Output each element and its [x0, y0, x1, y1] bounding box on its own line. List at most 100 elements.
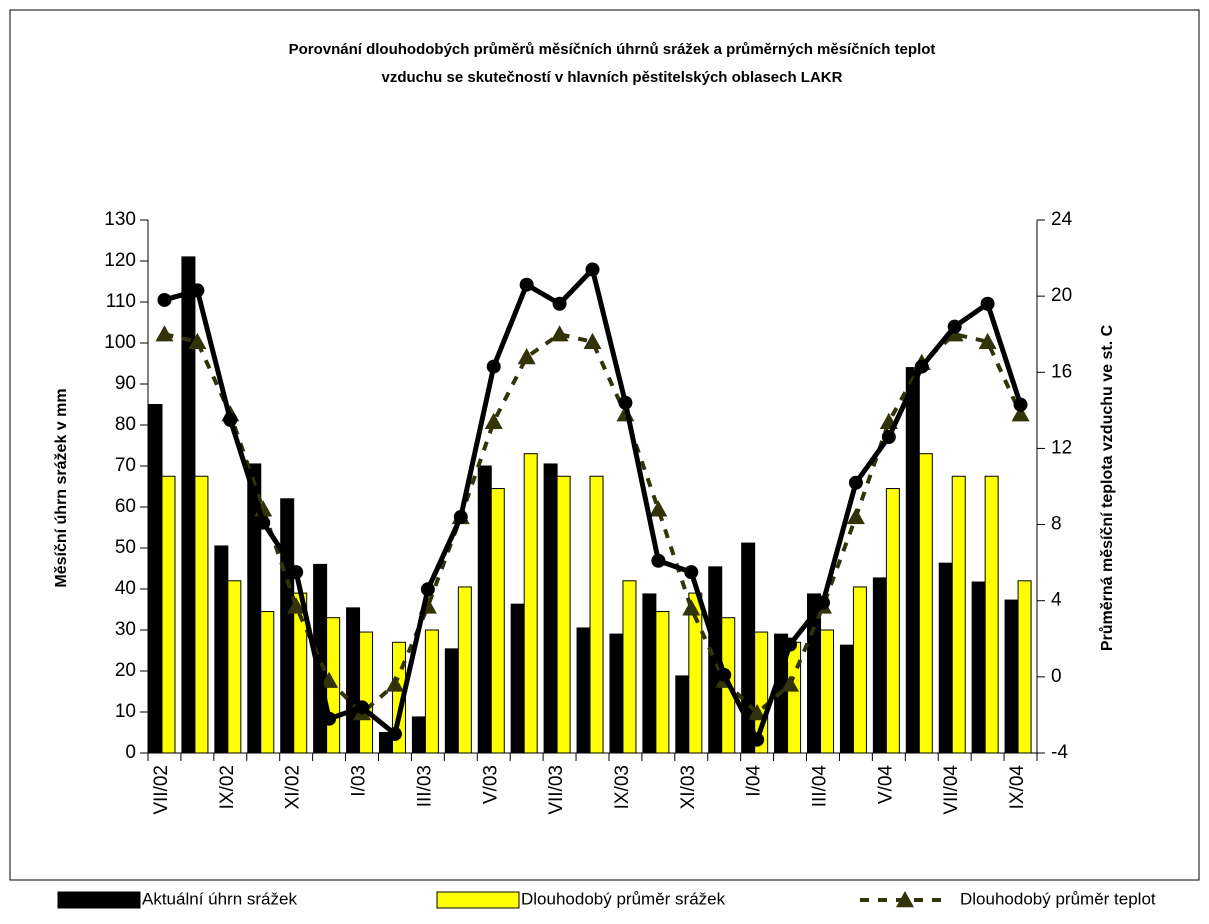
y-tick-label: 60	[115, 496, 136, 517]
bar	[609, 633, 624, 754]
y2-tick-label: 0	[1051, 666, 1062, 687]
y2-tick-label: 20	[1051, 285, 1072, 306]
x-tick-label: IX/04	[1007, 765, 1028, 810]
point	[881, 430, 896, 445]
legend-swatch	[436, 891, 520, 909]
bar	[148, 404, 163, 754]
bar	[951, 475, 966, 754]
legend-label: Dlouhodobý průměr srážek	[521, 889, 726, 908]
legend-marker	[896, 891, 914, 908]
x-tick-label: XI/03	[678, 765, 699, 809]
bar	[622, 580, 637, 754]
point	[947, 319, 962, 334]
point	[649, 500, 668, 517]
point	[980, 296, 995, 311]
bar	[346, 607, 361, 754]
x-tick-label: I/03	[349, 765, 370, 797]
bar	[556, 475, 571, 754]
y-tick-label: 0	[125, 742, 136, 763]
bar	[490, 488, 505, 754]
legend-label: Dlouhodobý průměr teplot	[960, 889, 1156, 908]
y-tick-label: 80	[115, 414, 136, 435]
x-tick-label: IX/03	[612, 765, 633, 809]
point	[385, 675, 404, 692]
point	[914, 359, 929, 374]
x-tick-label: V/03	[480, 765, 501, 804]
point	[289, 565, 304, 580]
bar	[1004, 599, 1019, 754]
bar	[1017, 580, 1032, 754]
point	[453, 509, 468, 524]
y2-tick-label: 16	[1051, 361, 1072, 382]
point	[320, 671, 339, 688]
bar	[280, 498, 295, 754]
bar	[852, 586, 867, 754]
point	[420, 582, 435, 597]
point	[322, 711, 337, 726]
bar	[820, 629, 835, 754]
bar	[194, 475, 209, 754]
point	[585, 262, 600, 277]
y-tick-label: 30	[115, 619, 136, 640]
point	[783, 637, 798, 652]
bar	[787, 641, 802, 754]
bar	[214, 545, 229, 754]
bar	[905, 367, 920, 754]
y2-tick-label: 4	[1051, 590, 1062, 611]
point	[484, 412, 503, 429]
y-tick-label: 10	[115, 701, 136, 722]
bar	[181, 256, 196, 754]
bar	[872, 577, 887, 754]
bar	[359, 631, 374, 754]
bar	[642, 593, 657, 754]
y2-tick-label: 12	[1051, 437, 1072, 458]
bar	[227, 580, 242, 754]
x-tick-label: III/03	[414, 765, 435, 807]
point	[682, 599, 701, 616]
y2-tick-label: 8	[1051, 514, 1062, 535]
bar	[984, 475, 999, 754]
bar	[938, 562, 953, 754]
point	[287, 597, 306, 614]
y-tick-label: 90	[115, 373, 136, 394]
bar	[971, 581, 986, 754]
point	[486, 359, 501, 374]
point	[355, 700, 370, 715]
point	[978, 332, 997, 350]
point	[157, 292, 172, 307]
point	[256, 515, 271, 530]
point	[1013, 397, 1028, 412]
x-tick-label: XI/02	[283, 765, 304, 809]
legend-swatch	[57, 891, 141, 909]
bar	[510, 603, 525, 754]
y-tick-label: 130	[104, 209, 136, 230]
legend-label: Aktuální úhrn srážek	[142, 889, 297, 908]
y-tick-label: 40	[115, 578, 136, 599]
point	[781, 675, 800, 692]
chart-title: vzduchu se skutečností v hlavních pěstit…	[382, 69, 843, 86]
bar	[839, 644, 854, 754]
y-axis-label: Měsíční úhrn srážek v mm	[53, 388, 70, 587]
bar	[655, 611, 670, 754]
bar	[411, 716, 426, 754]
bar	[161, 475, 176, 754]
bar	[589, 475, 604, 754]
point	[188, 332, 207, 350]
point	[583, 332, 602, 350]
x-tick-label: V/04	[875, 765, 896, 805]
x-tick-label: III/04	[810, 765, 831, 808]
x-tick-label: VII/02	[151, 765, 172, 815]
bar	[543, 463, 558, 754]
y-tick-label: 20	[115, 660, 136, 681]
bar	[477, 465, 492, 754]
point	[815, 595, 830, 610]
y-tick-label: 120	[104, 250, 136, 271]
point	[684, 565, 699, 580]
bar	[675, 675, 690, 754]
x-tick-label: VII/04	[941, 765, 962, 815]
point	[846, 507, 865, 525]
point	[155, 325, 174, 342]
bar	[523, 453, 538, 754]
point	[1011, 405, 1030, 422]
